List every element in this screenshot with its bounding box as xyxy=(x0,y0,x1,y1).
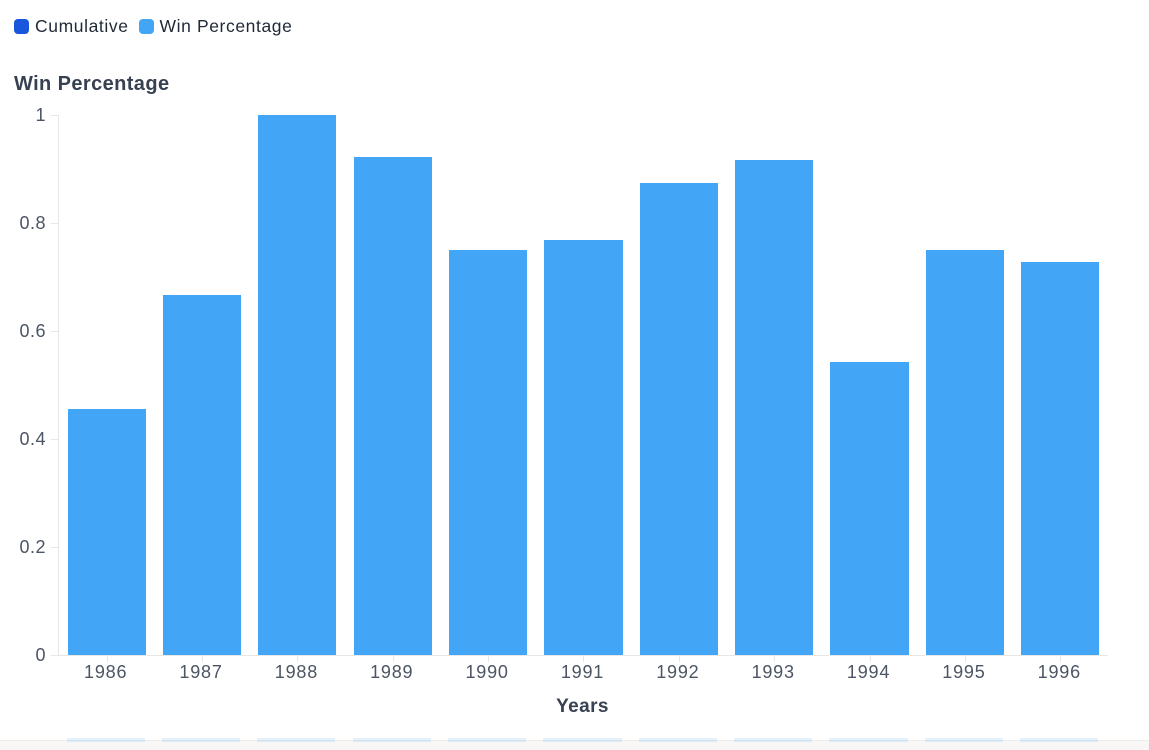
legend-swatch-icon xyxy=(14,19,29,34)
y-axis-tick xyxy=(51,330,58,332)
x-tick-label-1995: 1995 xyxy=(942,662,986,682)
below-fold-band xyxy=(916,738,1011,742)
bar-band-1988 xyxy=(250,115,345,662)
below-fold-band xyxy=(344,738,439,742)
x-axis-title: Years xyxy=(556,696,609,717)
bar-band-1994 xyxy=(822,115,917,662)
legend-item-win-percentage[interactable]: Win Percentage xyxy=(138,16,293,37)
y-axis-tick xyxy=(51,222,58,224)
bar-band-1993 xyxy=(727,115,822,662)
legend-swatch-icon xyxy=(138,19,154,34)
bar-1987[interactable] xyxy=(162,294,242,655)
bar-1992[interactable] xyxy=(639,182,718,655)
bar-band-1986 xyxy=(59,115,154,662)
below-fold-content-strip xyxy=(0,738,1149,750)
x-tick-label-1989: 1989 xyxy=(370,662,414,682)
bar-1996[interactable] xyxy=(1021,262,1100,655)
y-axis-tick xyxy=(51,438,58,440)
bar-series xyxy=(59,115,1108,662)
bar-band-1987 xyxy=(154,115,249,662)
legend-label: Cumulative xyxy=(35,16,129,36)
below-fold-bar-top xyxy=(352,738,431,742)
below-fold-bar-top xyxy=(543,738,622,742)
x-tick-label-1996: 1996 xyxy=(1037,662,1081,682)
y-tick-label-1: 1 xyxy=(35,105,46,125)
below-fold-bar-top xyxy=(257,738,336,742)
below-fold-bar-top xyxy=(161,738,241,742)
legend-item-cumulative[interactable]: Cumulative xyxy=(14,16,129,37)
y-axis-tick xyxy=(51,546,58,548)
bar-1989[interactable] xyxy=(353,156,432,655)
x-tick-label-1991: 1991 xyxy=(560,662,605,682)
below-fold-bar-tops xyxy=(58,738,1107,742)
y-tick-label-0.2: 0.2 xyxy=(19,537,46,557)
y-axis-labels: 1 0.8 0.6 0.4 0.2 0 xyxy=(0,105,46,665)
below-fold-band xyxy=(726,738,821,742)
bar-band-1991 xyxy=(536,115,631,662)
below-fold-bar-top xyxy=(734,738,813,742)
below-fold-bar-top xyxy=(1020,738,1099,742)
y-tick-label-0: 0 xyxy=(35,645,46,665)
x-tick-label-1990: 1990 xyxy=(465,662,509,682)
below-fold-band xyxy=(439,738,534,742)
below-fold-band xyxy=(535,738,630,742)
y-axis-tick xyxy=(51,114,58,116)
x-tick-label-1987: 1987 xyxy=(179,662,223,682)
x-tick-label-1992: 1992 xyxy=(656,662,700,682)
below-fold-band xyxy=(821,738,916,742)
x-tick-label-1988: 1988 xyxy=(274,662,319,682)
x-axis-labels: 1986 1987 1988 1989 1990 1991 1992 1993 1994 1995… xyxy=(58,662,1107,683)
bar-band-1990 xyxy=(440,115,535,662)
below-fold-band xyxy=(58,738,153,742)
chart-legend: Cumulative Win Percentage xyxy=(14,16,292,37)
bar-band-1996 xyxy=(1013,115,1108,662)
below-fold-band xyxy=(153,738,248,742)
below-fold-band xyxy=(249,738,344,742)
x-tick-label-1993: 1993 xyxy=(751,662,795,682)
x-tick-label-1986: 1986 xyxy=(84,662,128,682)
below-fold-band xyxy=(1012,738,1107,742)
below-fold-bar-top xyxy=(638,738,717,742)
bar-1988[interactable] xyxy=(258,115,337,655)
below-fold-bar-top xyxy=(924,738,1003,742)
chart-title: Win Percentage xyxy=(14,73,170,95)
bar-1990[interactable] xyxy=(449,250,528,655)
bar-band-1995 xyxy=(917,115,1012,662)
bar-1986[interactable] xyxy=(67,409,146,655)
below-fold-bar-top xyxy=(829,738,908,742)
below-fold-band xyxy=(630,738,725,742)
plot-area xyxy=(51,114,1108,662)
y-tick-label-0.8: 0.8 xyxy=(19,213,46,233)
bar-band-1989 xyxy=(345,115,440,662)
legend-label: Win Percentage xyxy=(159,16,293,36)
bar-1994[interactable] xyxy=(830,362,909,655)
y-axis-tick xyxy=(51,654,58,656)
y-tick-label-0.6: 0.6 xyxy=(19,321,46,341)
below-fold-bar-top xyxy=(66,738,145,742)
bar-1993[interactable] xyxy=(735,159,814,655)
bar-band-1992 xyxy=(631,115,726,662)
below-fold-bar-top xyxy=(448,738,527,742)
bar-1991[interactable] xyxy=(544,239,623,655)
bar-1995[interactable] xyxy=(925,250,1004,655)
x-tick-label-1994: 1994 xyxy=(846,662,891,682)
y-tick-label-0.4: 0.4 xyxy=(19,429,46,449)
